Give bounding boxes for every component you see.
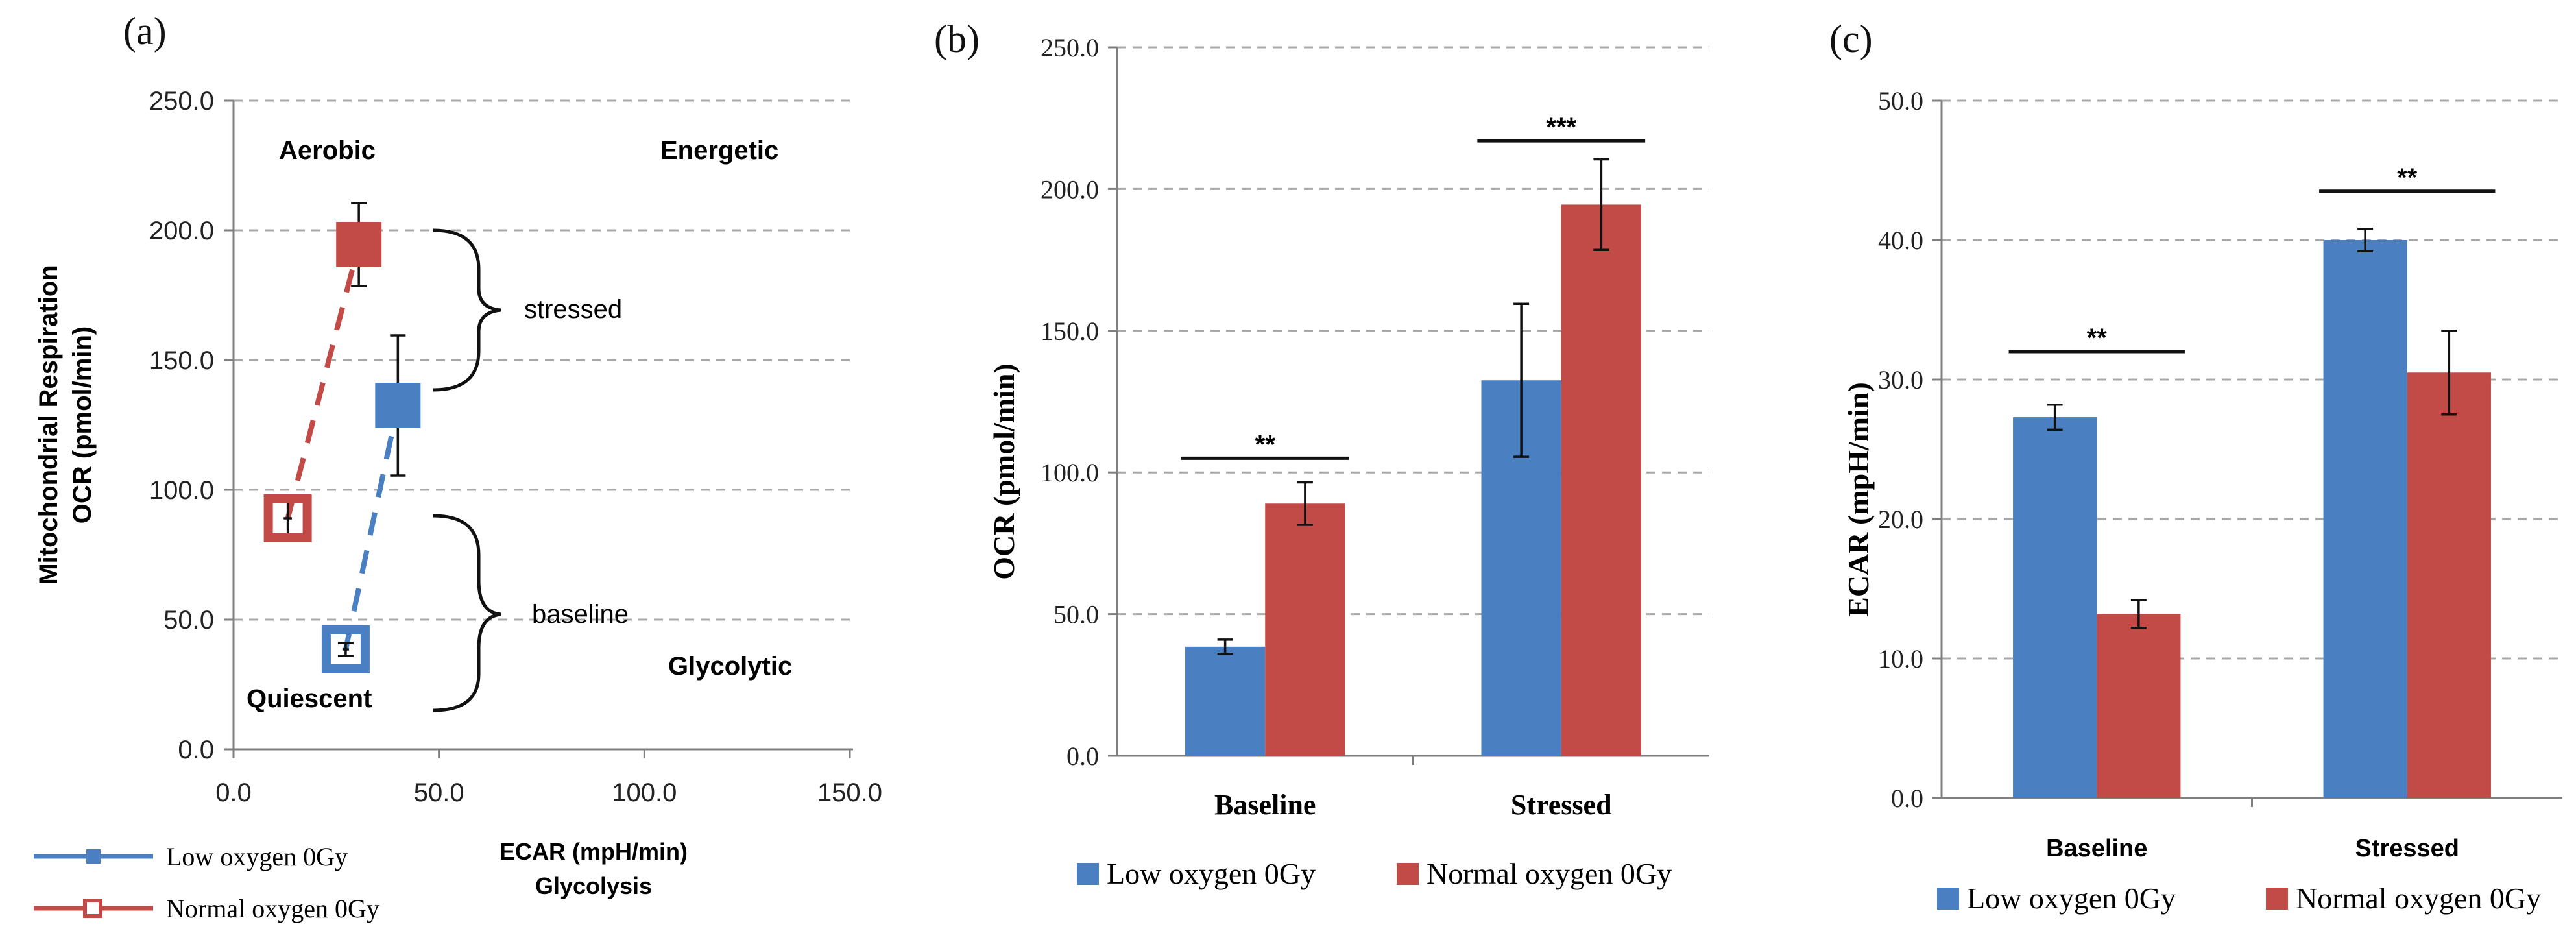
trajectory-line-normal bbox=[285, 243, 362, 520]
baseline-brace bbox=[433, 514, 501, 712]
y-tick-label: 50.0 bbox=[1053, 600, 1099, 629]
panel-a-x-axis-title: ECAR (mpH/min) bbox=[500, 838, 688, 865]
panel-a-legend: Low oxygen 0Gy Normal oxygen 0Gy bbox=[34, 842, 379, 923]
panel-b-y-axis-title: OCR (pmol/min) bbox=[987, 363, 1020, 580]
stressed-brace bbox=[433, 228, 501, 392]
panel-c: (c) 0.0 10.0 20.0 30.0 40.0 50.0 Baseline Stres… bbox=[1829, 18, 2562, 915]
point-normal-stressed bbox=[336, 222, 382, 267]
category-label: Baseline bbox=[1214, 789, 1316, 821]
y-tick-label: 40.0 bbox=[1878, 226, 1923, 255]
legend-normal-label: Normal oxygen 0Gy bbox=[1426, 857, 1672, 890]
category-label: Stressed bbox=[2355, 835, 2459, 862]
legend-low-marker bbox=[86, 849, 101, 863]
legend-normal-swatch bbox=[1397, 863, 1419, 885]
significance-stars: ** bbox=[2087, 324, 2108, 352]
point-low-stressed bbox=[375, 383, 421, 428]
stressed-annotation: stressed bbox=[524, 295, 622, 324]
y-tick-label: 250.0 bbox=[1041, 33, 1099, 62]
bar-normal-baseline bbox=[1265, 503, 1345, 756]
point-low-baseline bbox=[321, 625, 370, 673]
panel-a-x-ticks: 0.0 50.0 100.0 150.0 bbox=[215, 749, 882, 807]
y-tick-label: 100.0 bbox=[1041, 458, 1099, 487]
quadrant-glycolytic: Glycolytic bbox=[668, 652, 792, 681]
panel-c-y-axis-title: ECAR (mpH/min) bbox=[1842, 382, 1875, 617]
bar-normal-stressed bbox=[2407, 372, 2491, 798]
legend-low-label: Low oxygen 0Gy bbox=[166, 842, 348, 871]
y-tick-label: 150.0 bbox=[1041, 317, 1099, 346]
baseline-annotation: baseline bbox=[532, 600, 629, 629]
panel-b: (b) 0.0 50.0 100.0 150.0 200.0 250.0 Baseline S… bbox=[934, 18, 1709, 890]
trajectory-line-low bbox=[343, 405, 401, 650]
y-tick-label: 50.0 bbox=[1878, 86, 1923, 115]
panel-b-legend: Low oxygen 0Gy Normal oxygen 0Gy bbox=[1077, 857, 1672, 890]
bar-low-stressed bbox=[2323, 240, 2407, 798]
legend-low-swatch bbox=[1077, 863, 1099, 885]
y-tick-label: 150.0 bbox=[149, 346, 214, 375]
y-tick-label: 200.0 bbox=[149, 217, 214, 245]
x-tick-label: 150.0 bbox=[817, 779, 882, 807]
quadrant-aerobic: Aerobic bbox=[279, 136, 376, 165]
y-tick-label: 20.0 bbox=[1878, 505, 1923, 534]
panel-c-chart: 0.0 10.0 20.0 30.0 40.0 50.0 Baseline Stressed *… bbox=[1878, 86, 2562, 862]
panel-a-y-ticks: 0.0 50.0 100.0 150.0 200.0 250.0 bbox=[149, 87, 234, 764]
quadrant-energetic: Energetic bbox=[660, 136, 778, 165]
panel-a-label: (a) bbox=[123, 10, 167, 53]
y-tick-label: 10.0 bbox=[1878, 644, 1923, 673]
quadrant-quiescent: Quiescent bbox=[247, 684, 372, 713]
y-tick-label: 200.0 bbox=[1041, 175, 1099, 204]
legend-normal-label: Normal oxygen 0Gy bbox=[2296, 882, 2541, 915]
legend-low-swatch bbox=[1937, 888, 1959, 910]
legend-normal-swatch bbox=[2266, 888, 2288, 910]
panel-a-y-axis-title: Mitochondrial Respiration bbox=[34, 265, 63, 585]
significance-stars: ** bbox=[1255, 430, 1276, 459]
y-tick-label: 30.0 bbox=[1878, 365, 1923, 394]
x-tick-label: 50.0 bbox=[414, 779, 464, 807]
bar-low-baseline bbox=[1185, 646, 1266, 756]
panel-a-x-axis-subtitle: Glycolysis bbox=[535, 873, 652, 899]
y-tick-label: 0.0 bbox=[1066, 742, 1099, 771]
y-tick-label: 50.0 bbox=[163, 606, 214, 634]
panel-a: (a) 0.0 50.0 100.0 150.0 200.0 250.0 0.0 50.0 1… bbox=[34, 10, 882, 923]
significance-stars: ** bbox=[2397, 163, 2418, 192]
category-label: Stressed bbox=[1511, 789, 1612, 821]
y-tick-label: 250.0 bbox=[149, 87, 214, 115]
category-label: Baseline bbox=[2046, 835, 2147, 862]
panel-c-legend: Low oxygen 0Gy Normal oxygen 0Gy bbox=[1937, 882, 2541, 915]
panel-b-label: (b) bbox=[934, 18, 980, 60]
y-tick-label: 100.0 bbox=[149, 476, 214, 505]
point-normal-baseline bbox=[263, 494, 312, 542]
bar-normal-stressed bbox=[1561, 204, 1642, 756]
significance-stars: *** bbox=[1546, 113, 1576, 141]
panel-c-label: (c) bbox=[1829, 18, 1873, 60]
panel-a-marks bbox=[263, 202, 421, 673]
panel-a-gridlines bbox=[234, 99, 850, 621]
panel-b-chart: 0.0 50.0 100.0 150.0 200.0 250.0 Baseline Stres… bbox=[1041, 33, 1709, 821]
x-tick-label: 0.0 bbox=[215, 779, 252, 807]
legend-normal-marker bbox=[83, 899, 102, 918]
bar-low-baseline bbox=[2013, 417, 2097, 798]
y-tick-label: 0.0 bbox=[1891, 784, 1923, 813]
legend-low-label: Low oxygen 0Gy bbox=[1967, 882, 2176, 915]
bar-normal-baseline bbox=[2097, 614, 2181, 798]
x-tick-label: 100.0 bbox=[612, 779, 677, 807]
legend-low-label: Low oxygen 0Gy bbox=[1107, 857, 1316, 890]
y-tick-label: 0.0 bbox=[178, 736, 214, 764]
legend-normal-label: Normal oxygen 0Gy bbox=[166, 894, 379, 923]
panel-a-y-axis-subtitle: OCR (pmol/min) bbox=[68, 326, 97, 524]
